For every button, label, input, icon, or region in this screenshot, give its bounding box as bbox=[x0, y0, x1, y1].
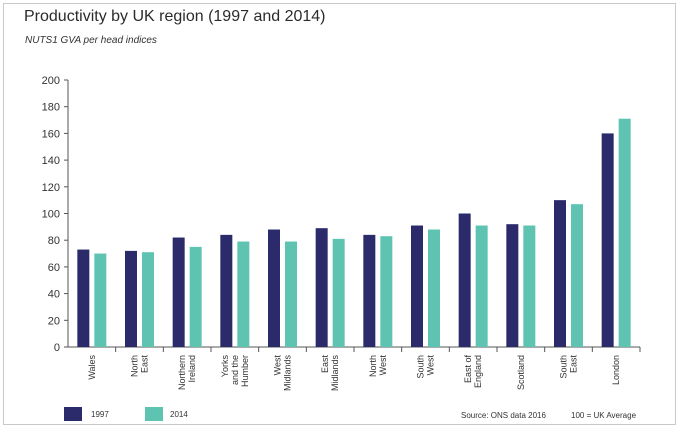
chart-legend: 1997 2014 bbox=[64, 407, 188, 421]
category-label: South East bbox=[559, 355, 579, 379]
source-note: Source: ONS data 2016 bbox=[461, 411, 546, 420]
category-label: Scotland bbox=[516, 355, 526, 390]
bar-2014 bbox=[142, 252, 154, 347]
bar-1997 bbox=[125, 250, 137, 347]
chart-bars bbox=[77, 118, 631, 347]
chart-axes: 0 20 40 60 80 100 120 140 160 180 200 bbox=[42, 75, 641, 354]
bar-1997 bbox=[77, 249, 90, 347]
category-label-line: West bbox=[426, 355, 436, 376]
legend-swatch-2014 bbox=[145, 407, 163, 421]
y-tick-label: 0 bbox=[54, 342, 60, 354]
category-label: North East bbox=[130, 355, 150, 378]
bar-2014 bbox=[237, 241, 250, 347]
bar-2014 bbox=[380, 236, 393, 347]
category-label-line: Ireland bbox=[187, 355, 197, 383]
legend-label-2014: 2014 bbox=[170, 410, 188, 419]
y-tick-label: 160 bbox=[42, 128, 60, 140]
y-tick-label: 180 bbox=[42, 102, 60, 114]
bar-2014 bbox=[571, 204, 583, 347]
category-label: South West bbox=[416, 355, 436, 379]
category-label: East Midlands bbox=[320, 355, 340, 392]
bar-2014 bbox=[94, 253, 107, 347]
bar-2014 bbox=[285, 241, 297, 347]
category-label-line: Scotland bbox=[516, 355, 526, 390]
category-label-line: England bbox=[473, 355, 483, 388]
average-note: 100 = UK Average bbox=[571, 411, 637, 420]
y-tick-label: 20 bbox=[48, 315, 60, 327]
y-tick-label: 60 bbox=[48, 262, 60, 274]
bar-1997 bbox=[554, 200, 566, 347]
category-label-line: Midlands bbox=[330, 355, 340, 392]
y-tick-label: 200 bbox=[42, 75, 60, 87]
category-label-line: West bbox=[273, 355, 283, 376]
legend-label-1997: 1997 bbox=[91, 410, 109, 419]
category-label: London bbox=[611, 355, 621, 385]
category-label: Wales bbox=[87, 355, 97, 380]
category-label: Northern Ireland bbox=[177, 355, 197, 390]
bar-1997 bbox=[220, 234, 233, 347]
category-label: Yorks and the Humber bbox=[220, 355, 250, 388]
y-tick-label: 140 bbox=[42, 155, 60, 167]
category-label-line: Yorks bbox=[220, 355, 230, 378]
chart-subtitle: NUTS1 GVA per head indices bbox=[25, 35, 157, 46]
category-label-line: Midlands bbox=[283, 355, 293, 392]
category-label-line: and the bbox=[230, 355, 240, 385]
bar-1997 bbox=[601, 133, 614, 347]
bar-1997 bbox=[458, 213, 471, 347]
bar-2014 bbox=[428, 229, 440, 347]
y-tick-label: 100 bbox=[42, 209, 60, 221]
bar-1997 bbox=[172, 237, 185, 347]
category-label: North West bbox=[368, 355, 388, 378]
category-label-line: South bbox=[559, 355, 569, 379]
legend-swatch-1997 bbox=[64, 407, 82, 421]
category-label-line: Wales bbox=[87, 355, 97, 380]
bar-1997 bbox=[363, 234, 376, 347]
category-labels: Wales North East Northern Ireland Yorks and th… bbox=[87, 355, 621, 392]
bar-1997 bbox=[315, 228, 328, 347]
bar-1997 bbox=[506, 224, 519, 347]
category-label: West Midlands bbox=[273, 355, 293, 392]
y-tick-label: 40 bbox=[48, 289, 60, 301]
category-label-line: North bbox=[130, 355, 140, 377]
y-tick-label: 80 bbox=[48, 235, 60, 247]
category-label-line: East bbox=[569, 355, 579, 374]
bar-1997 bbox=[411, 225, 423, 347]
y-tick-label: 120 bbox=[42, 182, 60, 194]
bar-2014 bbox=[475, 225, 488, 347]
bar-2014 bbox=[332, 238, 345, 347]
category-label: East of England bbox=[463, 355, 483, 389]
bar-2014 bbox=[523, 225, 536, 347]
category-label-line: East of bbox=[463, 355, 473, 384]
bar-2014 bbox=[618, 118, 631, 347]
bar-2014 bbox=[189, 246, 202, 347]
category-label-line: Humber bbox=[240, 355, 250, 387]
category-label-line: South bbox=[416, 355, 426, 379]
category-label-line: West bbox=[378, 355, 388, 376]
bar-1997 bbox=[268, 229, 280, 347]
chart-frame bbox=[3, 3, 676, 425]
category-label-line: North bbox=[368, 355, 378, 377]
category-label-line: East bbox=[140, 355, 150, 374]
category-label-line: Northern bbox=[177, 355, 187, 390]
chart-title: Productivity by UK region (1997 and 2014… bbox=[24, 8, 326, 25]
category-label-line: London bbox=[611, 355, 621, 385]
category-label-line: East bbox=[320, 355, 330, 374]
